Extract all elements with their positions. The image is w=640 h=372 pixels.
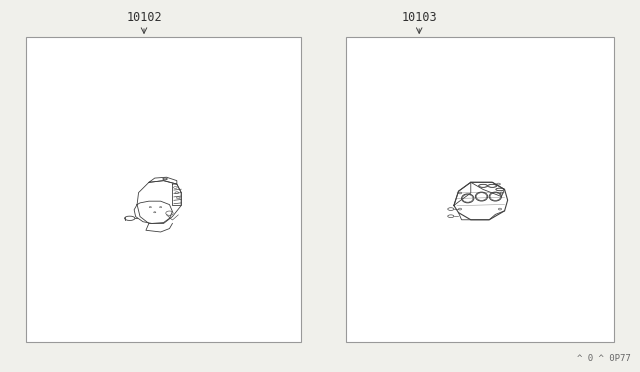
Ellipse shape: [448, 208, 454, 211]
Bar: [26, 37, 301, 342]
Bar: [346, 37, 614, 342]
Ellipse shape: [125, 216, 135, 221]
Text: ^ 0 ^ 0P77: ^ 0 ^ 0P77: [577, 354, 630, 363]
Text: 10103: 10103: [401, 11, 437, 24]
Ellipse shape: [448, 215, 454, 218]
Text: 10102: 10102: [126, 11, 162, 24]
